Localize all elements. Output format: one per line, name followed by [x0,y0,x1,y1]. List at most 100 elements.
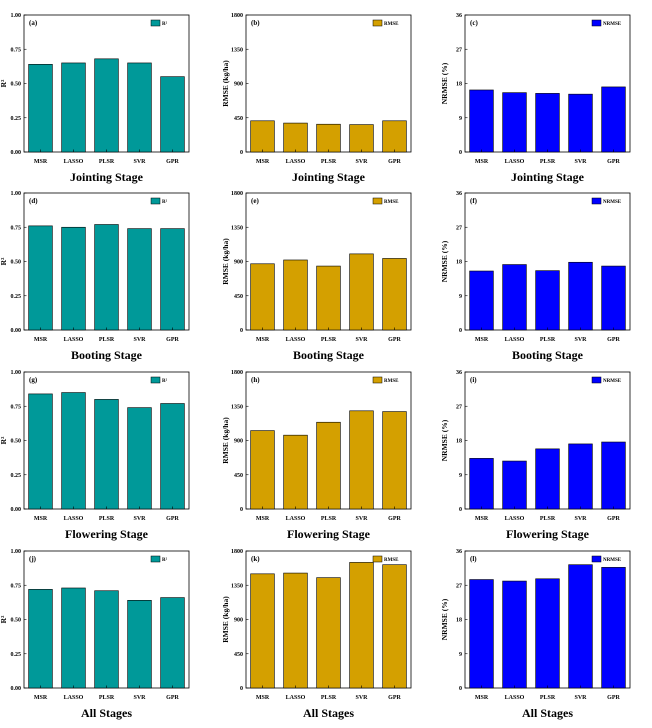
category-label: SVR [133,695,146,701]
y-tick-label: 0.75 [11,583,22,589]
category-label: PLSR [321,695,337,701]
category-label: SVR [133,337,146,343]
y-axis-label: NRMSE (%) [440,598,449,640]
y-tick-label: 1.00 [11,191,22,197]
category-label: GPR [607,337,620,343]
bar-lasso [502,264,527,331]
y-tick-label: 0.00 [11,686,22,692]
category-label: PLSR [99,159,115,165]
y-tick-label: 18 [456,618,462,624]
stage-title: Booting Stage [512,348,584,362]
y-tick-label: 900 [234,439,243,445]
bar-gpr [160,403,185,510]
category-label: PLSR [540,695,556,701]
panel-tag: (i) [470,376,477,384]
category-label: MSR [256,516,270,522]
category-label: MSR [475,337,489,343]
bar-plsr [94,399,119,510]
panel-k: 0 450 900 1350 1800 MSR LASSO PLSR SVR GPR (k) RMSE… [221,549,412,720]
panel-tag: (e) [251,197,259,205]
bar-plsr [316,265,341,331]
category-label: PLSR [540,337,556,343]
y-tick-label: 36 [456,549,462,555]
category-label: PLSR [321,337,337,343]
bar-svr [349,410,374,510]
bar-plsr [535,93,560,153]
bar-msr [28,64,53,153]
bar-msr [28,225,53,331]
legend-swatch [372,197,383,205]
panel-tag: (h) [251,376,260,384]
category-label: MSR [34,337,48,343]
category-label: LASSO [505,159,525,165]
category-label: PLSR [540,159,556,165]
legend-label: R² [162,378,168,384]
stage-title: Booting Stage [71,348,143,362]
category-label: LASSO [505,695,525,701]
y-tick-label: 0.00 [11,150,22,156]
bar-lasso [61,62,86,153]
panel-c: 0 9 18 27 36 MSR LASSO PLSR SVR GPR (c) NRMSE NRMSE … [440,13,631,184]
legend-label: NRMSE [603,379,622,384]
stage-title: All Stages [303,706,354,720]
legend-label: RMSE [384,200,399,205]
category-label: SVR [574,516,587,522]
y-tick-label: 450 [234,652,243,658]
y-tick-label: 36 [456,13,462,19]
legend-swatch [372,555,383,563]
bar-gpr [160,228,185,331]
bar-lasso [502,580,527,689]
panel-tag: (c) [470,19,478,27]
category-label: LASSO [286,516,306,522]
category-label: GPR [607,695,620,701]
y-tick-label: 0.50 [11,260,22,266]
category-label: GPR [388,516,401,522]
y-tick-label: 1800 [231,191,243,197]
bar-gpr [382,120,407,153]
bar-svr [127,600,152,689]
y-tick-label: 0 [240,150,243,156]
y-tick-label: 18 [456,439,462,445]
panel-i: 0 9 18 27 36 MSR LASSO PLSR SVR GPR (i) NRMSE NRMSE … [440,370,631,541]
y-axis-label: R² [0,79,8,87]
y-axis-label: R² [0,615,8,623]
legend-label: RMSE [384,379,399,384]
bar-gpr [601,441,626,510]
category-label: GPR [166,159,179,165]
y-tick-label: 900 [234,260,243,266]
category-label: SVR [574,695,587,701]
bar-msr [469,89,494,153]
y-tick-label: 27 [456,404,462,410]
category-label: PLSR [540,516,556,522]
legend-swatch [150,197,161,205]
y-tick-label: 0.00 [11,507,22,513]
bar-svr [568,261,593,331]
category-label: LASSO [505,516,525,522]
bar-gpr [601,86,626,153]
bar-lasso [61,587,86,689]
bar-svr [127,407,152,510]
category-label: PLSR [99,337,115,343]
bar-plsr [535,448,560,510]
bar-plsr [535,578,560,689]
bar-msr [28,589,53,689]
legend-label: RMSE [384,558,399,563]
category-label: MSR [475,695,489,701]
y-tick-label: 0.00 [11,328,22,334]
y-tick-label: 900 [234,618,243,624]
panel-d: 0.00 0.25 0.50 0.75 1.00 MSR LASSO PLSR SVR GPR (d… [0,191,190,362]
y-tick-label: 9 [459,652,462,658]
stage-title: Flowering Stage [506,527,590,541]
y-tick-label: 1350 [231,47,243,53]
legend-label: NRMSE [603,558,622,563]
y-axis-label: NRMSE (%) [440,419,449,461]
legend-label: NRMSE [603,200,622,205]
y-tick-label: 0.25 [11,652,22,658]
y-tick-label: 27 [456,47,462,53]
bar-lasso [502,460,527,510]
panel-tag: (f) [470,197,478,205]
category-label: GPR [166,516,179,522]
category-label: MSR [475,159,489,165]
category-label: LASSO [286,159,306,165]
bar-gpr [382,411,407,510]
